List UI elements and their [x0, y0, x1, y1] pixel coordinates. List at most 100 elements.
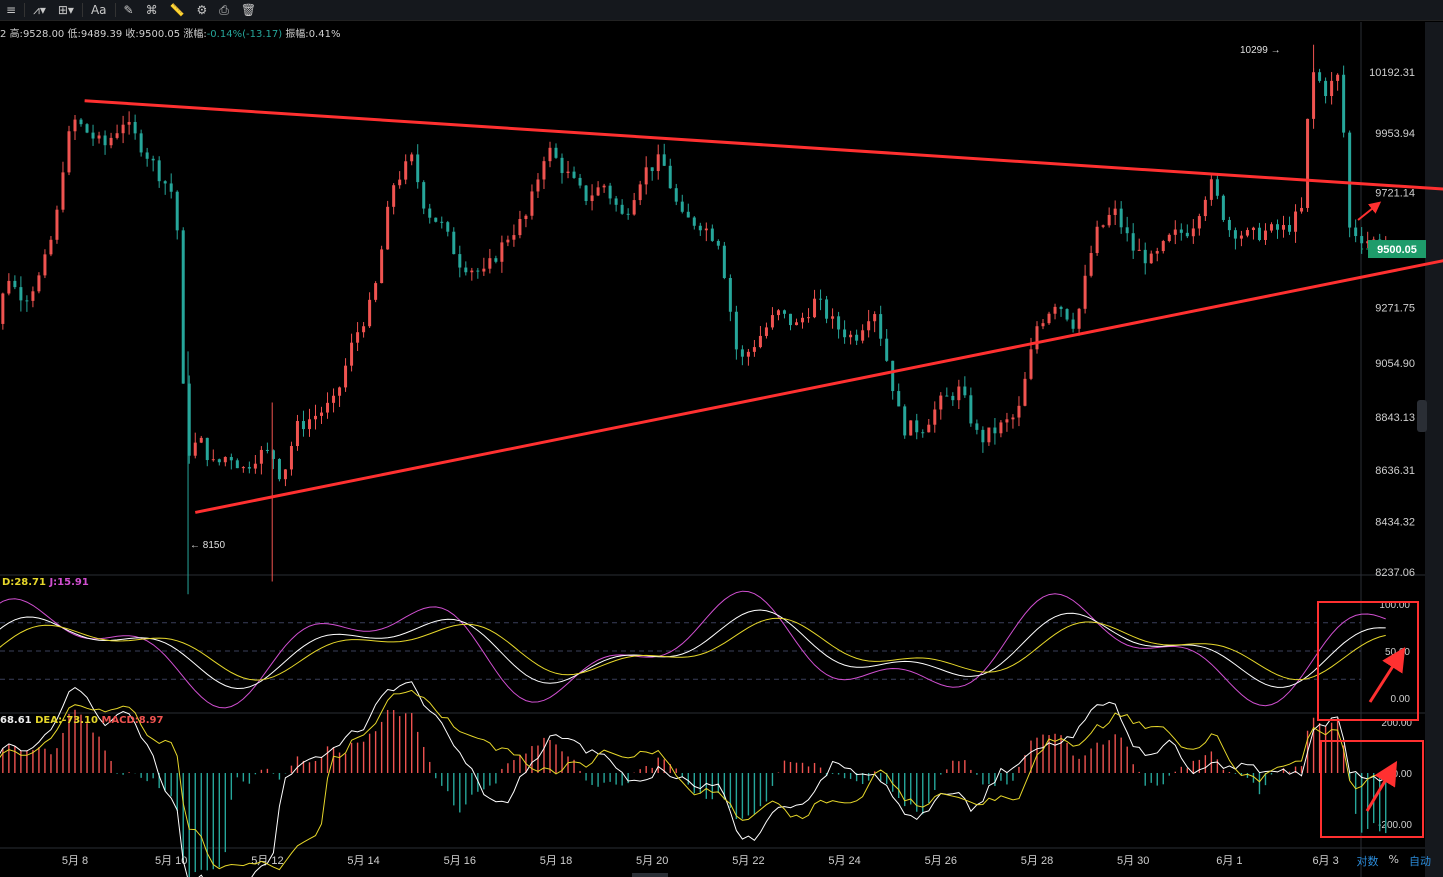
high-label: 高:	[9, 29, 23, 40]
toolbar-separator	[24, 3, 26, 17]
price-scale-handle[interactable]	[1417, 400, 1427, 432]
candle-body	[223, 456, 227, 463]
candle-body	[596, 187, 600, 196]
time-tick-label: 5月 14	[347, 855, 379, 867]
candle-body	[518, 219, 522, 236]
price-tick-label: 8843.13	[1375, 412, 1415, 424]
candle-body	[1161, 241, 1165, 252]
snapshot-icon[interactable]: ⎙	[219, 2, 229, 17]
low-marker: ← 8150	[190, 540, 225, 551]
last-price-label: 9500.05	[1377, 244, 1417, 256]
candle-body	[602, 185, 606, 188]
candles	[1, 65, 1388, 487]
candle-body	[139, 133, 143, 153]
candle-body	[422, 182, 426, 209]
candle-body	[963, 386, 967, 396]
candle-body	[1233, 230, 1237, 239]
candle-body	[1191, 228, 1195, 237]
candle-body	[1336, 74, 1340, 81]
candle-body	[524, 215, 528, 220]
candle-body	[927, 424, 931, 433]
candle-body	[1263, 230, 1267, 240]
kdj-d-line	[0, 617, 1386, 681]
candle-body	[1348, 132, 1352, 228]
text-tool-icon[interactable]: Aa	[90, 3, 107, 17]
delete-icon[interactable]: 🗑	[240, 3, 257, 17]
candle-body	[1306, 118, 1310, 208]
candle-body	[855, 334, 859, 341]
time-tick-label: 5月 26	[925, 855, 957, 867]
candle-body	[728, 277, 732, 312]
candle-body	[13, 280, 17, 288]
pattern-tool-icon[interactable]: ⌘	[145, 3, 158, 17]
chart-style-icon[interactable]: ⩘▾	[33, 2, 46, 17]
kdj-j-value: 15.91	[57, 577, 89, 588]
candle-body	[1239, 235, 1243, 239]
candle-body	[650, 167, 654, 172]
candle-body	[867, 321, 871, 331]
candle-body	[1221, 195, 1225, 220]
candle-body	[1053, 306, 1057, 314]
settings-icon[interactable]: ⚙	[196, 3, 208, 17]
time-tick-label: 5月 8	[62, 855, 88, 867]
candle-body	[1071, 319, 1075, 329]
candle-body	[1300, 207, 1304, 212]
candle-body	[1173, 229, 1177, 235]
candle-body	[434, 217, 438, 222]
candle-body	[776, 310, 780, 316]
macd-tick-label: 0.00	[1393, 769, 1413, 780]
candle-body	[1047, 313, 1051, 324]
time-tick-label: 5月 30	[1117, 855, 1149, 867]
candle-body	[1155, 251, 1159, 254]
candle-body	[175, 191, 179, 231]
candle-body	[217, 459, 221, 463]
candle-body	[813, 298, 817, 318]
candle-body	[981, 429, 985, 443]
candle-body	[536, 179, 540, 192]
candle-body	[259, 449, 263, 464]
macd-dea-value: -73.10	[62, 715, 98, 726]
auto-scale-toggle[interactable]: 自动	[1409, 855, 1431, 868]
candle-body	[157, 160, 161, 182]
candle-body	[1342, 74, 1346, 133]
candle-body	[494, 258, 498, 262]
candle-body	[716, 240, 720, 246]
candle-body	[1011, 417, 1015, 420]
price-tick-label: 8636.31	[1375, 465, 1415, 477]
price-tick-label: 9054.90	[1375, 358, 1415, 370]
candle-body	[668, 165, 672, 189]
menu-icon[interactable]: ≡	[6, 3, 17, 17]
candle-body	[7, 280, 11, 294]
candle-body	[1005, 419, 1009, 423]
draw-tool-icon[interactable]: ✎	[123, 3, 134, 17]
log-scale-toggle[interactable]: 对数	[1356, 855, 1379, 868]
candle-body	[584, 185, 588, 202]
macd-highlight-box	[1320, 740, 1424, 838]
candle-body	[145, 152, 149, 159]
ohlc-prefix: 2	[0, 29, 7, 40]
candle-body	[1318, 72, 1322, 81]
indicators-icon[interactable]: ⊞▾	[57, 3, 74, 17]
candle-body	[788, 313, 792, 326]
macd-tick-label: 200.00	[1381, 718, 1412, 729]
candle-body	[885, 338, 889, 361]
percent-scale-toggle[interactable]: %	[1388, 853, 1399, 866]
candle-body	[873, 314, 877, 322]
candle-body	[674, 188, 678, 202]
candle-body	[1245, 230, 1249, 236]
time-tick-label: 5月 20	[636, 855, 668, 867]
candle-body	[1107, 214, 1111, 226]
trendline-upper	[84, 99, 1443, 191]
candle-body	[488, 258, 492, 269]
kdj-tick-label: 0.00	[1391, 694, 1411, 705]
candle-body	[614, 198, 618, 205]
candle-body	[1366, 241, 1370, 244]
ruler-tool-icon[interactable]: 📏	[169, 3, 185, 17]
time-scroll-handle[interactable]	[632, 873, 668, 877]
kdj-readout: D:28.71 J:15.91	[2, 577, 89, 588]
candle-body	[782, 310, 786, 314]
time-tick-label: 5月 22	[732, 855, 764, 867]
candle-body	[734, 311, 738, 350]
candle-body	[301, 421, 305, 430]
